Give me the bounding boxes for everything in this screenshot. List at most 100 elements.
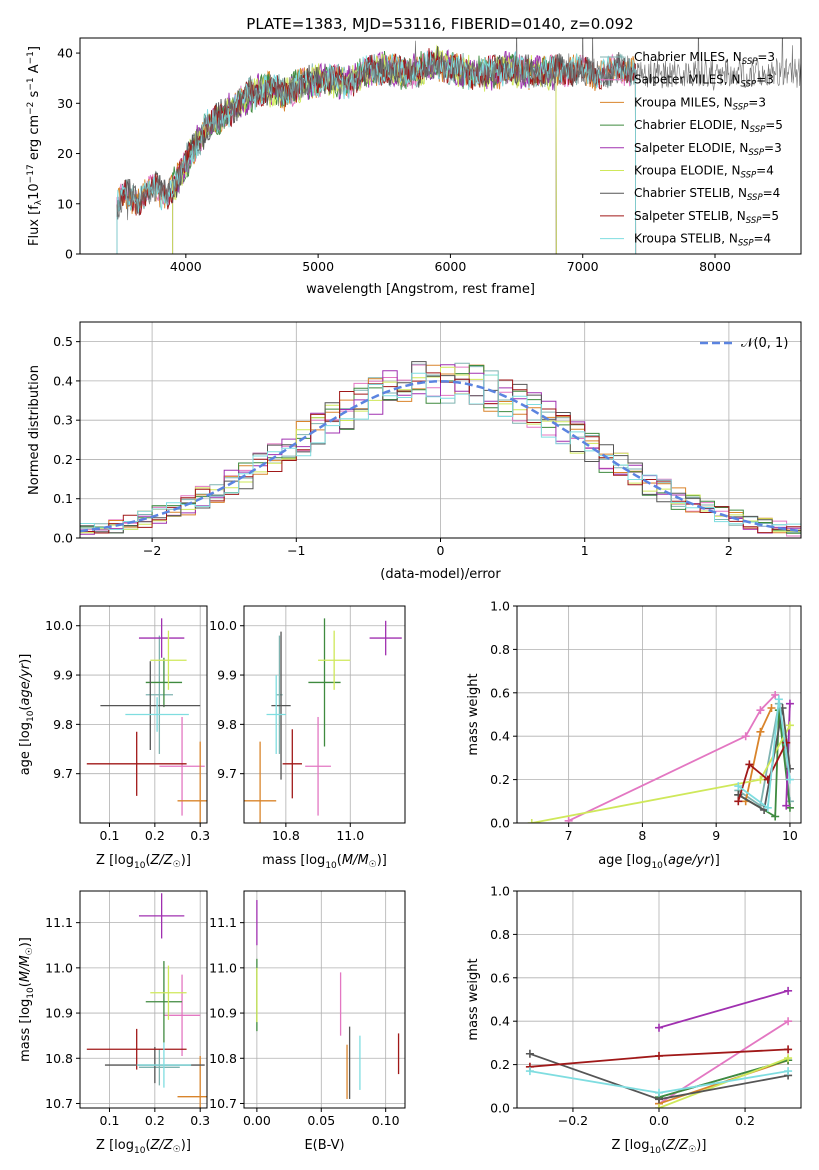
errorbar-kroupa-miles xyxy=(177,1056,207,1108)
y-tick-label: 0.0 xyxy=(490,1101,510,1116)
weight-marker xyxy=(774,695,783,704)
x-tick-label: 11.0 xyxy=(336,828,364,843)
x-tick-label: 8 xyxy=(638,828,646,843)
weight-marker xyxy=(741,732,750,741)
x-axis-label: E(B-V) xyxy=(304,1138,344,1153)
y-tick-label: 40 xyxy=(57,46,73,61)
weight-marker xyxy=(655,1104,663,1108)
weight-marker xyxy=(655,1051,663,1060)
axes-frame xyxy=(79,605,208,824)
normal-curve xyxy=(80,380,799,533)
weight-path xyxy=(737,742,788,802)
y-tick-label: 9.8 xyxy=(217,717,237,732)
y-tick-label: 20 xyxy=(57,146,73,161)
weight-marker xyxy=(763,803,772,812)
x-axis-label: mass [log10(M/M☉)] xyxy=(262,853,387,871)
legend-entry-kroupa-stelib: Kroupa STELIB, NSSP=4 xyxy=(634,232,771,249)
x-tick-label: 0.2 xyxy=(145,1113,165,1128)
plot-area xyxy=(86,893,207,1108)
legend-entry-kroupa-miles: Kroupa MILES, NSSP=3 xyxy=(634,95,766,112)
x-tick-label: 4000 xyxy=(170,259,202,274)
age-vs-mass-panel: 10.8 11.0 9.7 9.8 9.9 10.0 mass [log10(M/M☉)] xyxy=(209,605,406,871)
y-tick-label: 11.0 xyxy=(209,960,237,975)
legend-entry-kroupa-elodie: Kroupa ELODIE, NSSP=4 xyxy=(634,164,774,181)
x-tick-label: 0.2 xyxy=(145,828,165,843)
y-tick-label: 0.0 xyxy=(53,531,73,546)
errorbar-salpeter-stelib xyxy=(86,1028,187,1070)
errorbar-salpeter-miles xyxy=(305,716,331,816)
x-tick-label: 9 xyxy=(712,828,720,843)
x-tick-label: 0.05 xyxy=(307,1113,335,1128)
x-tick-label: 0.2 xyxy=(735,1113,755,1128)
weight-marker xyxy=(785,775,794,784)
weight-marker xyxy=(756,775,765,784)
y-tick-label: 30 xyxy=(57,96,73,111)
weight-path xyxy=(737,699,791,810)
errorbar-salpeter-miles xyxy=(163,974,201,1057)
weight-marker xyxy=(784,1045,793,1054)
y-tick-label: 0.5 xyxy=(53,334,73,349)
y-tick-label: 10.8 xyxy=(45,1051,73,1066)
errorbar-kroupa-stelib xyxy=(125,697,189,732)
age-vs-metallicity-panel: 0.1 0.2 0.3 9.7 9.8 9.9 10.0 Z [log10(Z/Z☉)] age… xyxy=(18,605,210,871)
legend-entry-salpeter-elodie: Salpeter ELODIE, NSSP=3 xyxy=(634,141,782,158)
x-tick-label: 0.10 xyxy=(372,1113,400,1128)
errorbar-kroupa-elodie xyxy=(150,630,187,690)
figure-title: PLATE=1383, MJD=53116, FIBERID=0140, z=0… xyxy=(246,15,633,33)
axes-frame xyxy=(243,605,406,824)
weight-marker xyxy=(745,760,754,769)
y-tick-label: 9.9 xyxy=(53,668,73,683)
plot-area xyxy=(256,900,400,1099)
legend-entry-chabrier-elodie: Chabrier ELODIE, NSSP=5 xyxy=(634,118,783,135)
errorbar-chabrier-miles xyxy=(138,1049,180,1086)
x-tick-label: 0.3 xyxy=(190,828,210,843)
x-axis-label: Z [log10(Z/Z☉)] xyxy=(96,1138,191,1156)
errorbar-kroupa-stelib xyxy=(136,1042,192,1088)
weight-path xyxy=(568,694,776,822)
plot-area xyxy=(244,618,402,823)
y-tick-label: 10.0 xyxy=(209,618,237,633)
y-tick-label: 0.3 xyxy=(53,413,73,428)
y-tick-label: 10.9 xyxy=(209,1006,237,1021)
y-tick-label: 10.7 xyxy=(45,1096,73,1111)
y-tick-label: 1.0 xyxy=(490,599,510,614)
weight-marker xyxy=(784,986,793,995)
errorbar-chabrier-stelib xyxy=(271,631,291,780)
y-axis-label: Normed distribution xyxy=(27,365,42,495)
weight-path xyxy=(658,989,789,1029)
y-tick-label: 0.4 xyxy=(490,1014,510,1029)
weight-marker xyxy=(785,764,794,773)
weight-marker xyxy=(756,727,765,736)
axes-frame xyxy=(79,37,802,255)
x-axis-label: age [log10(age/yr)] xyxy=(598,853,720,871)
histogram-salpeter-stelib xyxy=(80,372,801,538)
axes-frame xyxy=(79,890,208,1109)
x-axis-label: Z [log10(Z/Z☉)] xyxy=(96,853,191,871)
observed-spectrum-line xyxy=(116,38,801,221)
y-tick-label: 0.4 xyxy=(490,729,510,744)
weight-marker xyxy=(734,782,743,791)
y-tick-label: 0.8 xyxy=(490,642,510,657)
errorbar-chabrier-elodie xyxy=(145,961,183,1043)
spectrum-panel: 4000 5000 6000 7000 8000 0 10 20 30 40 Chabrier MI… xyxy=(26,37,802,297)
errorbar-kroupa-miles xyxy=(177,741,207,823)
weight-line-kroupa-elodie xyxy=(655,1054,793,1108)
residual-panel: −2 −1 0 1 2 0.0 0.1 0.2 0.3 0.4 0.5 𝒩(0, 1) (data-mo… xyxy=(27,321,802,582)
errorbar-chabrier-stelib xyxy=(100,661,201,751)
x-tick-label: 0.1 xyxy=(100,1113,120,1128)
weight-marker xyxy=(655,1088,663,1097)
y-tick-label: 0.1 xyxy=(53,491,73,506)
weight-marker xyxy=(527,819,536,823)
weight-marker xyxy=(784,1067,793,1076)
legend-entry-chabrier-miles: Chabrier MILES, NSSP=3 xyxy=(634,50,775,67)
axes-frame xyxy=(516,605,802,824)
y-tick-label: 11.0 xyxy=(45,960,73,975)
errorbar-kroupa-elodie xyxy=(318,630,351,690)
x-axis-label: wavelength [Angstrom, rest frame] xyxy=(306,282,535,297)
histogram-kroupa-stelib xyxy=(80,372,801,538)
y-tick-label: 9.9 xyxy=(217,668,237,683)
x-tick-label: −1 xyxy=(287,543,305,558)
plot-area xyxy=(116,38,801,254)
errorbar-salpeter-miles xyxy=(159,716,205,816)
